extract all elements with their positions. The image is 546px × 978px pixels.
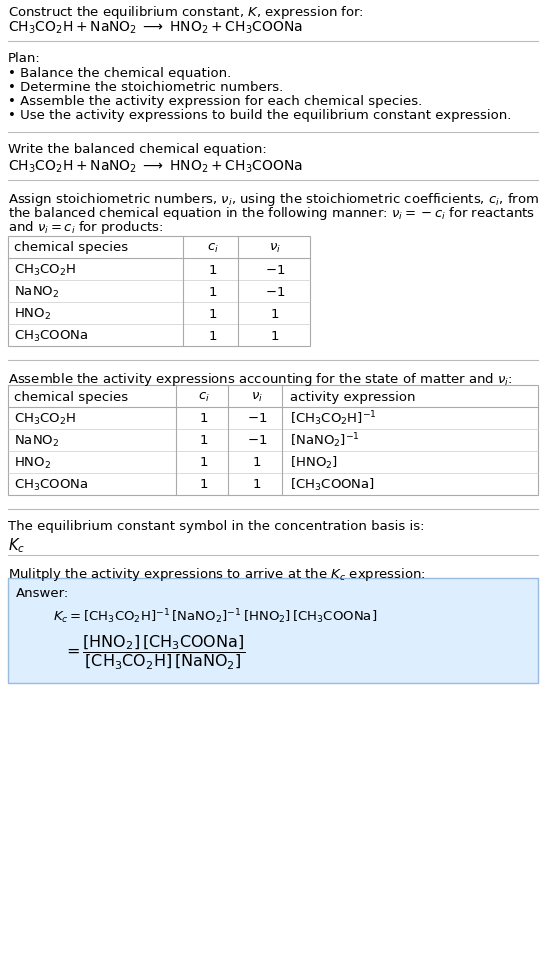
Text: chemical species: chemical species [14, 242, 128, 254]
Text: $\mathrm{HNO_2}$: $\mathrm{HNO_2}$ [14, 306, 51, 321]
Text: $\mathrm{CH_3CO_2H}$: $\mathrm{CH_3CO_2H}$ [14, 411, 76, 426]
Text: chemical species: chemical species [14, 390, 128, 403]
Text: Plan:: Plan: [8, 52, 41, 65]
Text: $\nu_i$: $\nu_i$ [251, 390, 263, 403]
Text: $\mathrm{CH_3COONa}$: $\mathrm{CH_3COONa}$ [14, 477, 88, 492]
Text: $\mathrm{HNO_2}$: $\mathrm{HNO_2}$ [14, 455, 51, 470]
Text: 1: 1 [200, 434, 208, 447]
Text: 1: 1 [271, 307, 279, 320]
Text: $[\mathrm{NaNO_2}]^{-1}$: $[\mathrm{NaNO_2}]^{-1}$ [290, 431, 360, 450]
FancyBboxPatch shape [8, 578, 538, 684]
Text: $-1$: $-1$ [265, 263, 285, 276]
Text: Assemble the activity expressions accounting for the state of matter and $\nu_i$: Assemble the activity expressions accoun… [8, 371, 513, 387]
Text: 1: 1 [253, 456, 261, 469]
Text: 1: 1 [200, 456, 208, 469]
Text: $K_c$: $K_c$ [8, 535, 25, 555]
Text: and $\nu_i = c_i$ for products:: and $\nu_i = c_i$ for products: [8, 219, 164, 236]
Text: the balanced chemical equation in the following manner: $\nu_i = -c_i$ for react: the balanced chemical equation in the fo… [8, 204, 535, 222]
Text: $-1$: $-1$ [247, 412, 267, 425]
Text: • Assemble the activity expression for each chemical species.: • Assemble the activity expression for e… [8, 95, 422, 108]
Text: $\mathrm{CH_3CO_2H + NaNO_2 \;\longrightarrow\; HNO_2 + CH_3COONa}$: $\mathrm{CH_3CO_2H + NaNO_2 \;\longright… [8, 20, 303, 36]
Text: $\nu_i$: $\nu_i$ [269, 242, 281, 254]
Text: 1: 1 [200, 478, 208, 491]
Text: $-1$: $-1$ [247, 434, 267, 447]
Text: Answer:: Answer: [16, 587, 69, 600]
Text: $= \dfrac{[\mathrm{HNO_2}]\,[\mathrm{CH_3COONa}]}{[\mathrm{CH_3CO_2H}]\,[\mathrm: $= \dfrac{[\mathrm{HNO_2}]\,[\mathrm{CH_… [63, 634, 246, 672]
Text: $\mathrm{CH_3COONa}$: $\mathrm{CH_3COONa}$ [14, 328, 88, 343]
Text: $K_c = [\mathrm{CH_3CO_2H}]^{-1}\,[\mathrm{NaNO_2}]^{-1}\,[\mathrm{HNO_2}]\,[\ma: $K_c = [\mathrm{CH_3CO_2H}]^{-1}\,[\math… [53, 606, 377, 625]
Text: 1: 1 [208, 286, 217, 298]
Text: 1: 1 [208, 263, 217, 276]
Text: $\mathrm{CH_3CO_2H + NaNO_2 \;\longrightarrow\; HNO_2 + CH_3COONa}$: $\mathrm{CH_3CO_2H + NaNO_2 \;\longright… [8, 158, 303, 175]
Text: $\mathrm{CH_3CO_2H}$: $\mathrm{CH_3CO_2H}$ [14, 262, 76, 278]
Text: Assign stoichiometric numbers, $\nu_i$, using the stoichiometric coefficients, $: Assign stoichiometric numbers, $\nu_i$, … [8, 191, 539, 207]
FancyBboxPatch shape [8, 385, 538, 496]
Text: 1: 1 [253, 478, 261, 491]
Text: 1: 1 [208, 330, 217, 342]
Text: • Use the activity expressions to build the equilibrium constant expression.: • Use the activity expressions to build … [8, 109, 512, 122]
FancyBboxPatch shape [8, 237, 310, 346]
Text: Construct the equilibrium constant, $K$, expression for:: Construct the equilibrium constant, $K$,… [8, 4, 364, 21]
Text: $-1$: $-1$ [265, 286, 285, 298]
Text: $c_i$: $c_i$ [198, 390, 210, 403]
Text: • Determine the stoichiometric numbers.: • Determine the stoichiometric numbers. [8, 81, 283, 94]
Text: • Balance the chemical equation.: • Balance the chemical equation. [8, 67, 232, 80]
Text: $[\mathrm{CH_3COONa}]$: $[\mathrm{CH_3COONa}]$ [290, 476, 375, 493]
Text: $[\mathrm{CH_3CO_2H}]^{-1}$: $[\mathrm{CH_3CO_2H}]^{-1}$ [290, 409, 377, 428]
Text: The equilibrium constant symbol in the concentration basis is:: The equilibrium constant symbol in the c… [8, 519, 424, 532]
Text: 1: 1 [208, 307, 217, 320]
Text: $c_i$: $c_i$ [206, 242, 218, 254]
Text: 1: 1 [271, 330, 279, 342]
Text: $\mathrm{NaNO_2}$: $\mathrm{NaNO_2}$ [14, 285, 60, 299]
Text: $\mathrm{NaNO_2}$: $\mathrm{NaNO_2}$ [14, 433, 60, 448]
Text: Mulitply the activity expressions to arrive at the $K_c$ expression:: Mulitply the activity expressions to arr… [8, 565, 426, 583]
Text: activity expression: activity expression [290, 390, 416, 403]
Text: $[\mathrm{HNO_2}]$: $[\mathrm{HNO_2}]$ [290, 455, 338, 470]
Text: 1: 1 [200, 412, 208, 425]
Text: Write the balanced chemical equation:: Write the balanced chemical equation: [8, 143, 267, 156]
